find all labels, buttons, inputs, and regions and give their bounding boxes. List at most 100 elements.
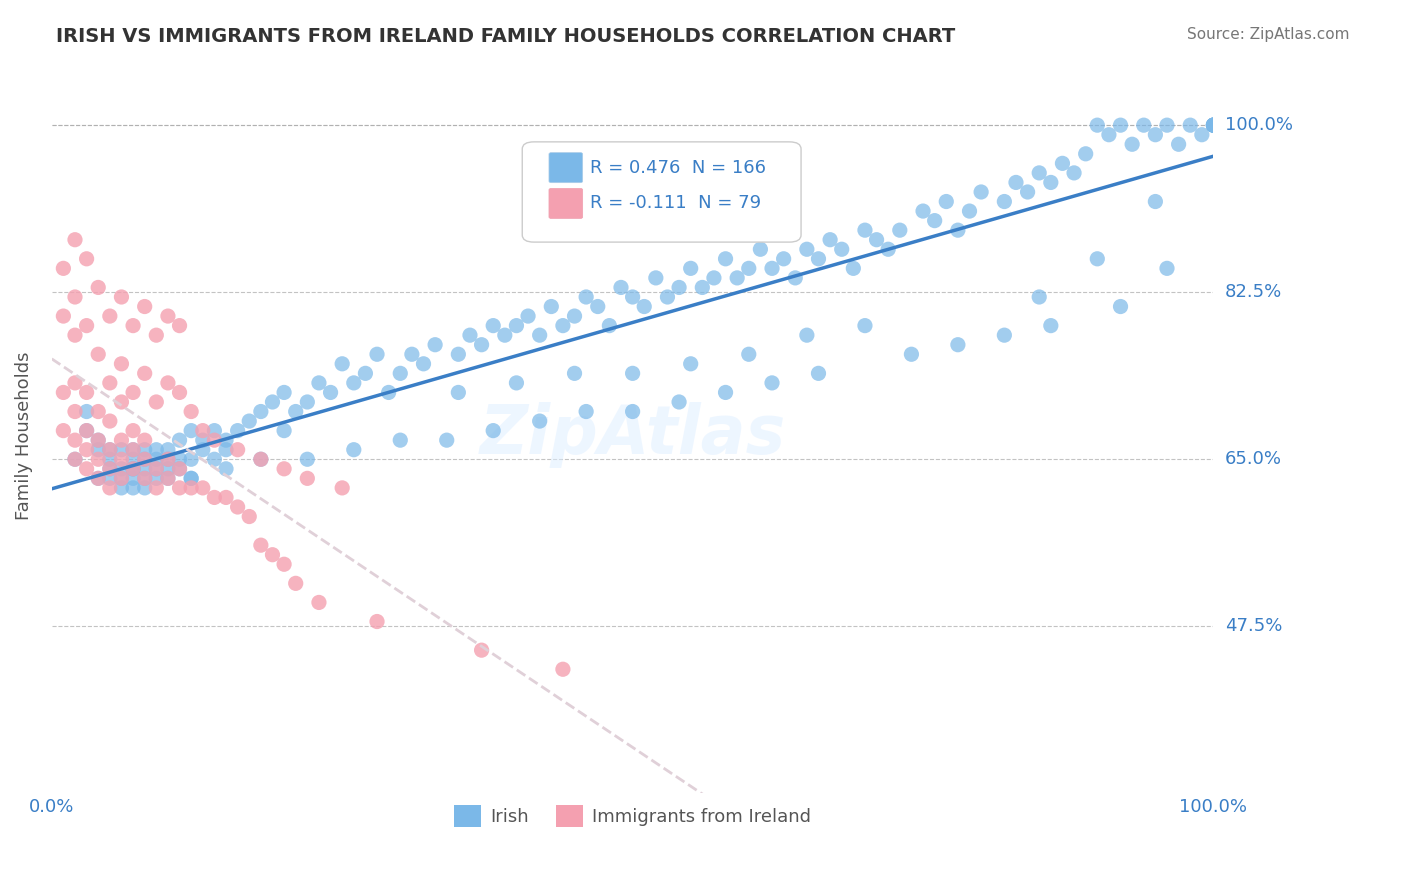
- Point: [494, 328, 516, 343]
- Point: [540, 300, 562, 314]
- Point: [621, 367, 644, 381]
- Point: [714, 385, 737, 400]
- Point: [657, 290, 679, 304]
- Point: [76, 404, 98, 418]
- Point: [122, 462, 145, 476]
- Point: [1156, 261, 1178, 276]
- Text: 65.0%: 65.0%: [1225, 450, 1282, 468]
- Point: [134, 433, 156, 447]
- Point: [134, 481, 156, 495]
- Point: [98, 462, 121, 476]
- Point: [180, 424, 202, 438]
- Point: [482, 424, 505, 438]
- Point: [98, 442, 121, 457]
- Point: [215, 442, 238, 457]
- Point: [122, 452, 145, 467]
- Point: [1098, 128, 1121, 142]
- Point: [122, 385, 145, 400]
- Point: [63, 376, 86, 390]
- Point: [343, 376, 366, 390]
- Point: [98, 462, 121, 476]
- Point: [633, 300, 655, 314]
- Point: [703, 271, 725, 285]
- Point: [761, 376, 783, 390]
- Point: [87, 404, 110, 418]
- Point: [551, 662, 574, 676]
- Point: [900, 347, 922, 361]
- Point: [134, 452, 156, 467]
- Point: [1109, 300, 1132, 314]
- Point: [63, 433, 86, 447]
- Point: [169, 385, 191, 400]
- Point: [202, 452, 225, 467]
- Point: [76, 462, 98, 476]
- Point: [110, 433, 132, 447]
- Point: [308, 595, 330, 609]
- Point: [1121, 137, 1143, 152]
- Point: [738, 347, 761, 361]
- Point: [366, 615, 388, 629]
- Point: [122, 442, 145, 457]
- Point: [145, 395, 167, 409]
- Point: [993, 328, 1015, 343]
- Point: [551, 318, 574, 333]
- Point: [87, 471, 110, 485]
- Point: [598, 318, 620, 333]
- Point: [262, 395, 284, 409]
- Point: [76, 318, 98, 333]
- Point: [180, 481, 202, 495]
- Point: [134, 452, 156, 467]
- Point: [238, 509, 260, 524]
- Point: [145, 452, 167, 467]
- Point: [156, 471, 179, 485]
- Point: [1202, 118, 1225, 132]
- Text: R = -0.111  N = 79: R = -0.111 N = 79: [589, 194, 761, 212]
- Point: [226, 500, 249, 514]
- Point: [63, 404, 86, 418]
- Point: [134, 442, 156, 457]
- Point: [76, 424, 98, 438]
- Point: [924, 213, 946, 227]
- Point: [796, 242, 818, 256]
- Point: [297, 395, 319, 409]
- Point: [1144, 128, 1167, 142]
- Point: [145, 328, 167, 343]
- Point: [1156, 118, 1178, 132]
- Point: [1017, 185, 1039, 199]
- Point: [679, 357, 702, 371]
- Point: [1028, 166, 1050, 180]
- Point: [668, 280, 690, 294]
- Point: [145, 481, 167, 495]
- Point: [191, 481, 214, 495]
- Point: [87, 433, 110, 447]
- Point: [1052, 156, 1074, 170]
- Point: [98, 471, 121, 485]
- Point: [110, 471, 132, 485]
- Point: [156, 452, 179, 467]
- Point: [250, 538, 273, 552]
- Point: [831, 242, 853, 256]
- Point: [63, 290, 86, 304]
- Text: 82.5%: 82.5%: [1225, 284, 1282, 301]
- Point: [98, 481, 121, 495]
- Point: [330, 481, 353, 495]
- Point: [52, 424, 75, 438]
- Point: [785, 271, 807, 285]
- Point: [76, 385, 98, 400]
- Point: [87, 442, 110, 457]
- Point: [145, 462, 167, 476]
- Point: [1039, 318, 1062, 333]
- Point: [621, 404, 644, 418]
- Point: [517, 309, 540, 323]
- Point: [180, 471, 202, 485]
- Point: [1167, 137, 1189, 152]
- Point: [412, 357, 434, 371]
- Point: [1085, 252, 1108, 266]
- Point: [447, 385, 470, 400]
- Point: [215, 433, 238, 447]
- Point: [156, 452, 179, 467]
- Point: [226, 424, 249, 438]
- Point: [273, 424, 295, 438]
- Point: [134, 471, 156, 485]
- Point: [1202, 118, 1225, 132]
